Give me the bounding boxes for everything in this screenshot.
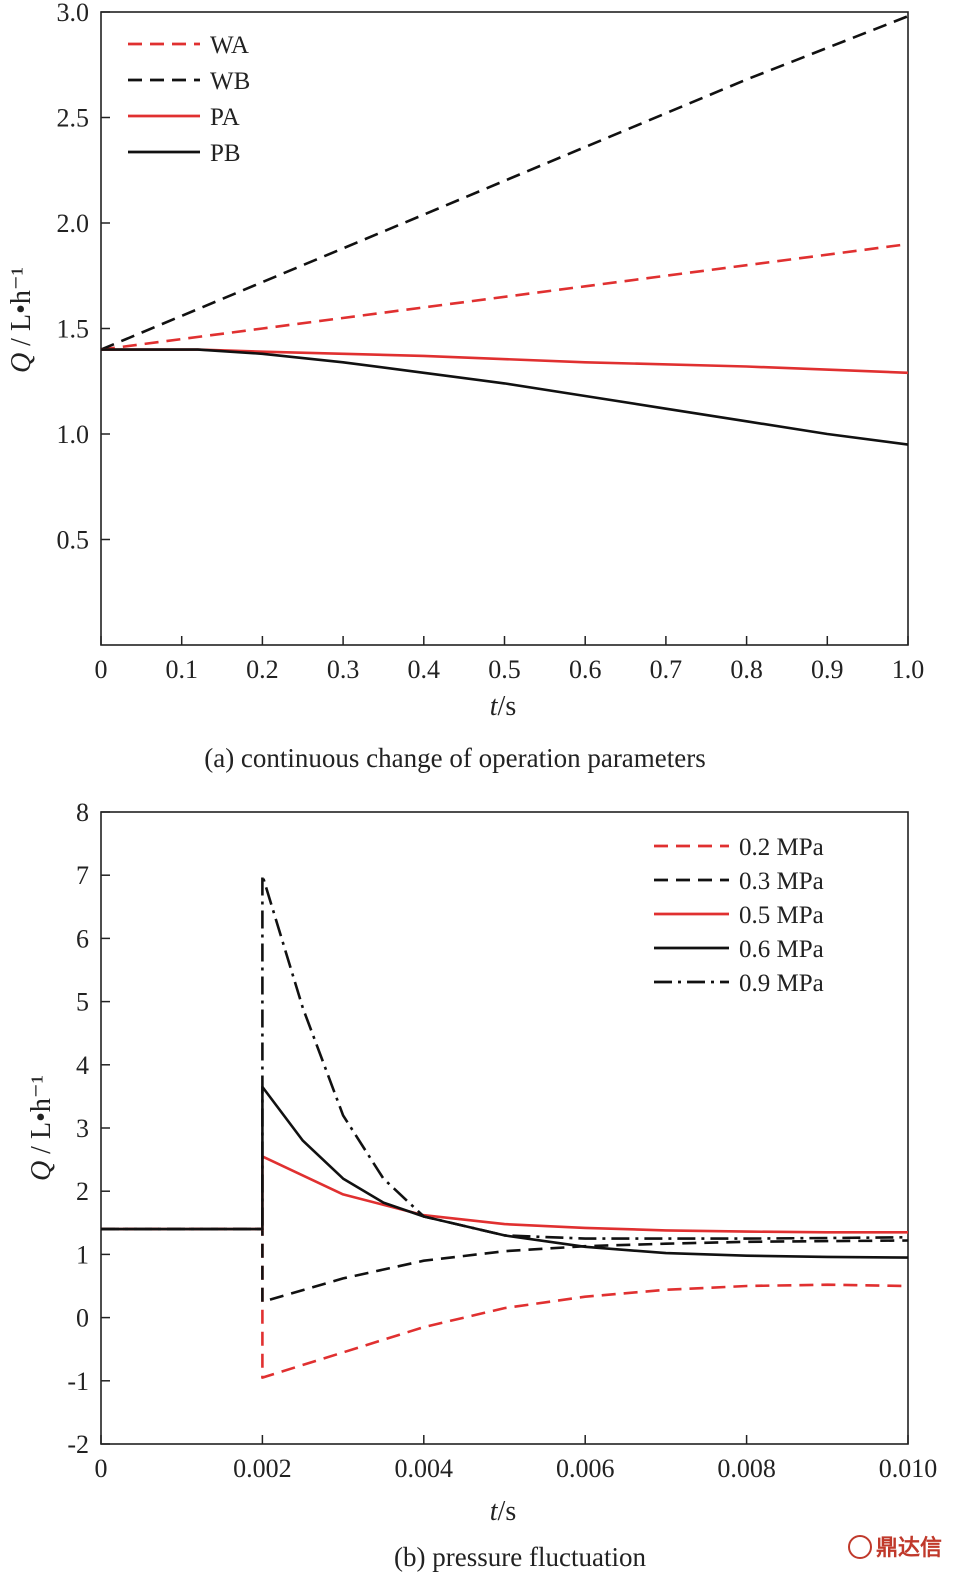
x-tick-label: 0.010 (879, 1454, 938, 1483)
series-line-0-3-mpa (101, 1227, 909, 1304)
x-tick-label: 0.9 (811, 655, 844, 684)
legend-label: 0.5 MPa (739, 902, 824, 929)
y-tick-label: 2.0 (57, 209, 90, 238)
x-tick-label: 0.006 (556, 1454, 615, 1483)
x-tick-label: 0.3 (327, 655, 360, 684)
series-line-wb (100, 14, 909, 351)
x-ticks-b: 0 0.002 0.004 0.006 0.008 0.010 (95, 1435, 938, 1483)
x-tick-label: 0.2 (246, 655, 279, 684)
y-tick-label: 0 (76, 1304, 89, 1333)
x-tick-label: 0.008 (717, 1454, 776, 1483)
x-axis-label-a: t/s (490, 691, 516, 722)
x-axis-label-b: t/s (490, 1496, 516, 1527)
y-tick-label: 1 (76, 1240, 89, 1269)
legend-label: 0.6 MPa (739, 936, 824, 963)
y-tick-label: -2 (67, 1430, 89, 1459)
chart-panel-b: 0 0.002 0.004 0.006 0.008 0.010 -2 -1 0 1 2 3 4 5 6 7 8… (26, 798, 937, 1572)
legend-b: 0.2 MPa 0.3 MPa 0.5 MPa 0.6 MPa 0.9 MPa (654, 834, 824, 997)
y-tick-label: 1.0 (57, 420, 90, 449)
y-axis-label-b: Q / L•h⁻¹ (26, 1075, 57, 1181)
y-axis-label-a: Q / L•h⁻¹ (6, 267, 37, 373)
y-tick-label: 7 (76, 861, 89, 890)
series-line-0-2-mpa (101, 1227, 909, 1379)
y-tick-label: 4 (76, 1051, 89, 1080)
x-tick-label: 0.4 (408, 655, 441, 684)
legend-label: PA (210, 104, 240, 131)
x-tick-label: 0.004 (395, 1454, 454, 1483)
y-ticks-b: -2 -1 0 1 2 3 4 5 6 7 8 (67, 798, 110, 1459)
y-ticks-a: 0.5 1.0 1.5 2.0 2.5 3.0 (57, 0, 110, 555)
series-line-wa (100, 242, 909, 351)
x-tick-label: 0.6 (569, 655, 602, 684)
legend-label: WB (210, 68, 250, 95)
y-tick-label: 3 (76, 1114, 89, 1143)
x-tick-label: 0.8 (730, 655, 763, 684)
y-tick-label: 1.5 (57, 315, 90, 344)
chart-panel-a: 0 0.1 0.2 0.3 0.4 0.5 0.6 0.7 0.8 0.9 1.0 0.5 1.0 1.… (6, 0, 924, 773)
caption-b: (b) pressure fluctuation (394, 1542, 646, 1572)
series-line-0-9-mpa (101, 873, 909, 1240)
y-tick-label: 0.5 (57, 526, 90, 555)
caption-a: (a) continuous change of operation param… (204, 743, 706, 773)
watermark-text: 鼎达信 (876, 1535, 942, 1561)
legend-label: WA (210, 32, 249, 59)
series-line-pa (101, 348, 909, 375)
x-tick-label: 0.7 (650, 655, 683, 684)
y-tick-label: 2.5 (57, 104, 90, 133)
x-tick-label: 0 (95, 1454, 108, 1483)
legend-label: 0.9 MPa (739, 970, 824, 997)
x-tick-label: 0.1 (165, 655, 198, 684)
y-tick-label: 8 (76, 798, 89, 827)
watermark-logo-icon (848, 1535, 872, 1559)
legend-label: PB (210, 140, 241, 167)
y-tick-label: 5 (76, 988, 89, 1017)
x-tick-label: 0 (95, 655, 108, 684)
y-tick-label: 6 (76, 924, 89, 953)
x-tick-label: 0.5 (488, 655, 521, 684)
x-tick-label: 1.0 (892, 655, 925, 684)
watermark: 鼎达信 (848, 1535, 942, 1561)
series-line-pb (101, 348, 909, 446)
y-tick-label: 2 (76, 1177, 89, 1206)
x-ticks-a: 0 0.1 0.2 0.3 0.4 0.5 0.6 0.7 0.8 0.9 1.0 (95, 636, 925, 684)
legend-label: 0.3 MPa (739, 868, 824, 895)
y-tick-label: 3.0 (57, 0, 90, 27)
legend-label: 0.2 MPa (739, 834, 824, 861)
y-tick-label: -1 (67, 1367, 89, 1396)
legend-a: WA WB PA PB (128, 32, 250, 167)
series-group-a (100, 14, 909, 446)
series-group-b (101, 873, 909, 1379)
x-tick-label: 0.002 (233, 1454, 292, 1483)
series-line-0-5-mpa (101, 1155, 908, 1234)
